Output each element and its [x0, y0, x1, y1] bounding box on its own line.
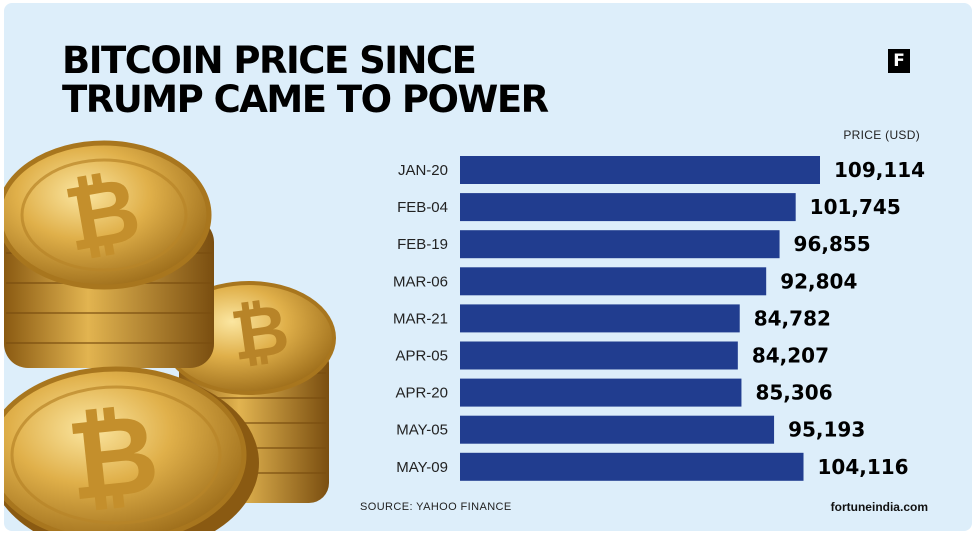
infographic-card: ₿ ₿ ₿ BITCOIN PRICE SINCE TRUMP CAME TO …: [4, 3, 972, 531]
category-label: MAY-09: [396, 459, 448, 476]
fortune-logo-icon: F: [888, 49, 910, 73]
coin-front: ₿: [4, 366, 259, 531]
coin-stack-left: ₿: [4, 140, 214, 368]
value-label: 85,306: [755, 381, 832, 405]
value-label: 84,782: [754, 306, 831, 330]
bar: [460, 378, 742, 407]
value-label: 101,745: [810, 195, 901, 219]
svg-text:₿: ₿: [62, 389, 165, 526]
bar: [460, 452, 804, 481]
bar: [460, 304, 740, 333]
value-label: 104,116: [818, 455, 909, 479]
title-line-2: TRUMP CAME TO POWER: [62, 78, 549, 121]
category-label: JAN-20: [398, 162, 448, 179]
value-label: 109,114: [834, 158, 925, 182]
unit-label: PRICE (USD): [843, 128, 920, 142]
chart-title: BITCOIN PRICE SINCE TRUMP CAME TO POWER: [62, 39, 549, 121]
site-link[interactable]: fortuneindia.com: [830, 500, 928, 514]
category-label: APR-05: [395, 348, 448, 365]
value-label: 84,207: [752, 344, 829, 368]
title-line-1: BITCOIN PRICE SINCE: [62, 39, 477, 82]
bitcoin-coins-icon: ₿ ₿ ₿: [4, 140, 336, 531]
bar: [460, 230, 780, 259]
bar: [460, 341, 738, 370]
category-label: FEB-19: [397, 236, 448, 253]
bar: [460, 156, 820, 184]
bar-chart: JAN-20 109,114 FEB-04 101,745 FEB-19 96,855 MA…: [393, 156, 925, 481]
source-note: SOURCE: YAHOO FINANCE: [360, 501, 512, 513]
category-label: MAY-05: [396, 422, 448, 439]
category-label: FEB-04: [397, 199, 448, 216]
value-label: 92,804: [780, 269, 857, 293]
category-label: MAR-21: [393, 310, 448, 327]
svg-text:₿: ₿: [226, 288, 294, 377]
bar: [460, 415, 775, 444]
svg-text:₿: ₿: [57, 157, 147, 273]
value-label: 95,193: [788, 418, 865, 442]
category-label: MAR-06: [393, 273, 448, 290]
category-label: APR-20: [395, 385, 448, 402]
value-label: 96,855: [794, 232, 871, 256]
bar: [460, 267, 767, 296]
bar: [460, 193, 796, 222]
